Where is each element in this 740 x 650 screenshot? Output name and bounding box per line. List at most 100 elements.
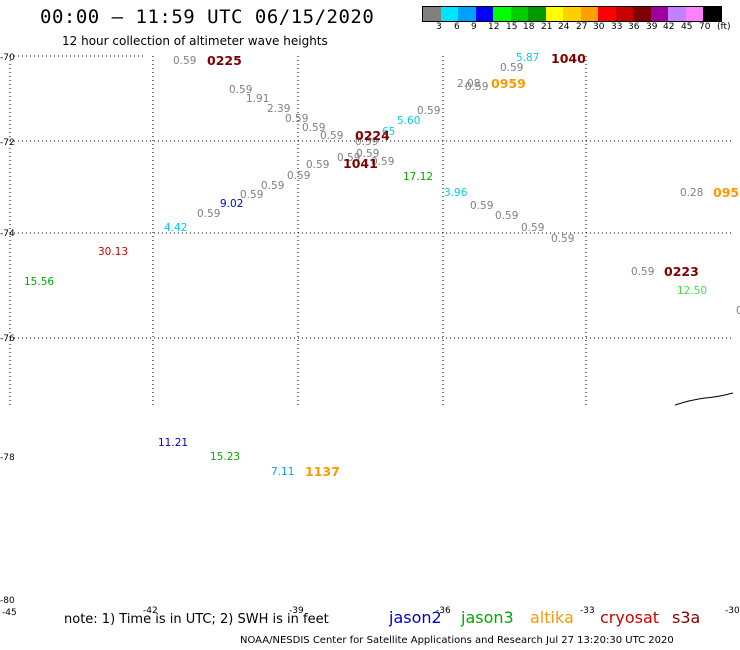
legend-swatch	[650, 7, 668, 21]
color-legend-labels: 3 6 9 12 15 18 21 24 27 30 33 36 39 42 45 70 (ft)	[422, 22, 740, 34]
map-subtitle: 12 hour collection of altimeter wave hei…	[62, 34, 328, 48]
legend-label: 18	[523, 22, 535, 32]
legend-label: 9	[471, 22, 477, 32]
wave-height-value: 11.21	[158, 437, 189, 449]
latitude-label: -70	[0, 53, 15, 63]
legend-label: 15	[506, 22, 518, 32]
wave-height-value: 0.59	[302, 122, 326, 134]
legend-label: 33	[611, 22, 623, 32]
wave-height-value: 4.42	[164, 222, 188, 234]
wave-height-value: 0.59	[355, 136, 379, 148]
latitude-label: -80	[0, 596, 15, 606]
satellite-cryosat: cryosat	[600, 608, 660, 627]
wave-height-value: 2.08	[457, 78, 481, 90]
wave-height-value: 17.12	[403, 171, 434, 183]
satellite-jason2: jason2	[389, 608, 442, 627]
wave-height-value: 0.59	[356, 148, 380, 160]
legend-swatch	[493, 7, 511, 21]
pass-time-label: 095	[713, 185, 740, 200]
legend-swatch	[510, 7, 528, 21]
longitude-label: -39	[289, 606, 304, 616]
legend-label: 6	[454, 22, 460, 32]
legend-swatch	[598, 7, 616, 21]
latitude-label: -76	[0, 334, 15, 344]
legend-swatch	[545, 7, 563, 21]
pass-time-label: 1041	[343, 156, 378, 171]
wave-height-value: 0	[736, 305, 740, 317]
longitude-label: -42	[143, 606, 158, 616]
wave-height-value: 0.59	[337, 152, 361, 164]
legend-label: 27	[576, 22, 588, 32]
legend-swatch	[440, 7, 458, 21]
color-legend-bar	[422, 6, 722, 22]
wave-height-value: 0.59	[197, 208, 221, 220]
wave-height-value: 0.28	[680, 187, 704, 199]
wave-height-value: 0.59	[320, 130, 344, 142]
wave-height-value: 0.59	[240, 189, 264, 201]
graticule	[9, 55, 733, 405]
wave-height-value: 1.91	[246, 93, 270, 105]
wave-height-value: 0.59	[261, 180, 285, 192]
pass-time-label: 0225	[207, 53, 242, 68]
wave-height-value: 0.59	[306, 159, 330, 171]
wave-height-value: 0.59	[500, 62, 524, 74]
latitude-labels: -70 -72 -74 -76 -78 -80	[0, 53, 15, 606]
satellite-s3a: s3a	[672, 608, 701, 627]
wave-height-value: 12.50	[677, 285, 708, 297]
footnote: note: 1) Time is in UTC; 2) SWH is in fe…	[64, 612, 329, 627]
legend-swatch	[685, 7, 703, 21]
legend-swatch	[703, 7, 721, 21]
legend-label: 39	[646, 22, 658, 32]
credit-line: NOAA/NESDIS Center for Satellite Applica…	[240, 635, 674, 646]
satellite-altika: altika	[530, 608, 574, 627]
wave-height-value: 65	[382, 126, 396, 138]
wave-height-value: 0.59	[470, 200, 494, 212]
legend-swatch	[580, 7, 598, 21]
wave-height-value: 0.59	[229, 84, 253, 96]
longitude-label: -36	[436, 606, 451, 616]
legend-swatch	[668, 7, 686, 21]
legend-label: 70	[699, 22, 711, 32]
wave-height-value: 30.13	[98, 246, 129, 258]
wave-height-value: 0.59	[631, 266, 655, 278]
longitude-label: -33	[580, 606, 595, 616]
wave-height-value: 2.39	[267, 103, 291, 115]
wave-height-value: 0.59	[465, 81, 489, 93]
wave-height-value: 0.59	[285, 113, 309, 125]
legend-label: 24	[558, 22, 570, 32]
legend-swatch	[563, 7, 581, 21]
legend-label: 3	[436, 22, 442, 32]
wave-height-value: 0.59	[495, 210, 519, 222]
legend-label: 36	[628, 22, 640, 32]
legend-swatch	[423, 7, 441, 21]
legend-swatch	[633, 7, 651, 21]
pass-time-label: 0959	[491, 76, 526, 91]
wave-height-value: 15.56	[24, 276, 55, 288]
wave-height-value: 0.59	[417, 105, 441, 117]
wave-height-value: 5.60	[397, 115, 421, 127]
pass-time-label: 1040	[551, 51, 586, 66]
latitude-label: -78	[0, 453, 15, 463]
wave-height-value: 0.59	[287, 170, 311, 182]
wave-height-value: 0.59	[551, 233, 575, 245]
pass-time-label: 0224	[355, 128, 390, 143]
longitude-label: -30	[725, 606, 740, 616]
latitude-label: -72	[0, 138, 15, 148]
wave-height-value: 3.96	[444, 187, 468, 199]
wave-height-value: 0.59	[521, 222, 545, 234]
coastline	[674, 392, 734, 406]
wave-height-value: 9.02	[220, 198, 244, 210]
legend-swatch	[475, 7, 493, 21]
pass-time-label: 1137	[305, 464, 340, 479]
satellite-jason3: jason3	[461, 608, 514, 627]
legend-label: 12	[488, 22, 500, 32]
wave-height-value: 15.23	[210, 451, 241, 463]
wave-height-value: 5.87	[516, 52, 540, 64]
wave-height-value: 7.11	[271, 466, 295, 478]
wave-height-value: 0.59	[371, 156, 395, 168]
wave-height-value: 0.59	[173, 55, 197, 67]
pass-time-label: 0223	[664, 264, 699, 279]
legend-label: 45	[681, 22, 693, 32]
legend-swatch	[458, 7, 476, 21]
